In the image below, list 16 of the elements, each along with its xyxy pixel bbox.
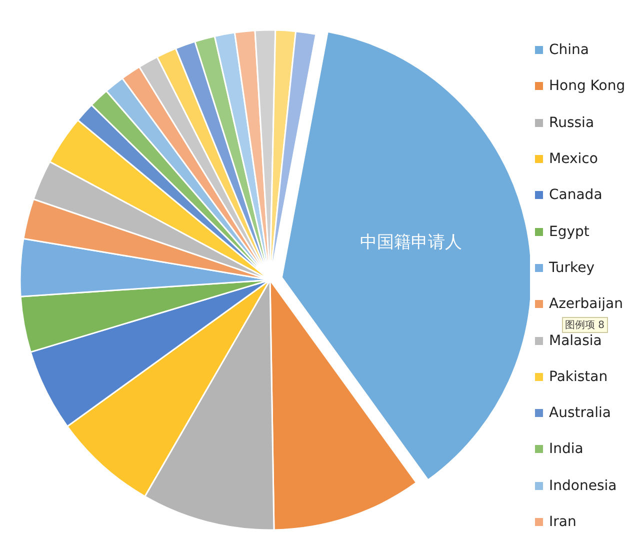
legend-label: Pakistan — [549, 368, 608, 385]
legend-label: Iran — [549, 514, 576, 530]
legend-label: India — [549, 441, 584, 458]
text: 图例项 8 — [562, 317, 608, 333]
legend-label: China — [549, 42, 589, 58]
legend-label: Canada — [549, 187, 602, 204]
legend-label: Azerbaijan — [549, 296, 623, 312]
legend-label: Malasia — [549, 332, 602, 349]
legend-label: Russia — [549, 114, 594, 131]
legend-label: Indonesia — [549, 478, 617, 494]
legend-label: Mexico — [549, 151, 598, 168]
legend-label: Australia — [549, 405, 611, 422]
text: 中国籍申请人 — [360, 232, 462, 253]
legend-label: Hong Kong — [549, 78, 626, 94]
legend-label: Turkey — [549, 260, 595, 276]
legend-label: Egypt — [549, 224, 590, 240]
